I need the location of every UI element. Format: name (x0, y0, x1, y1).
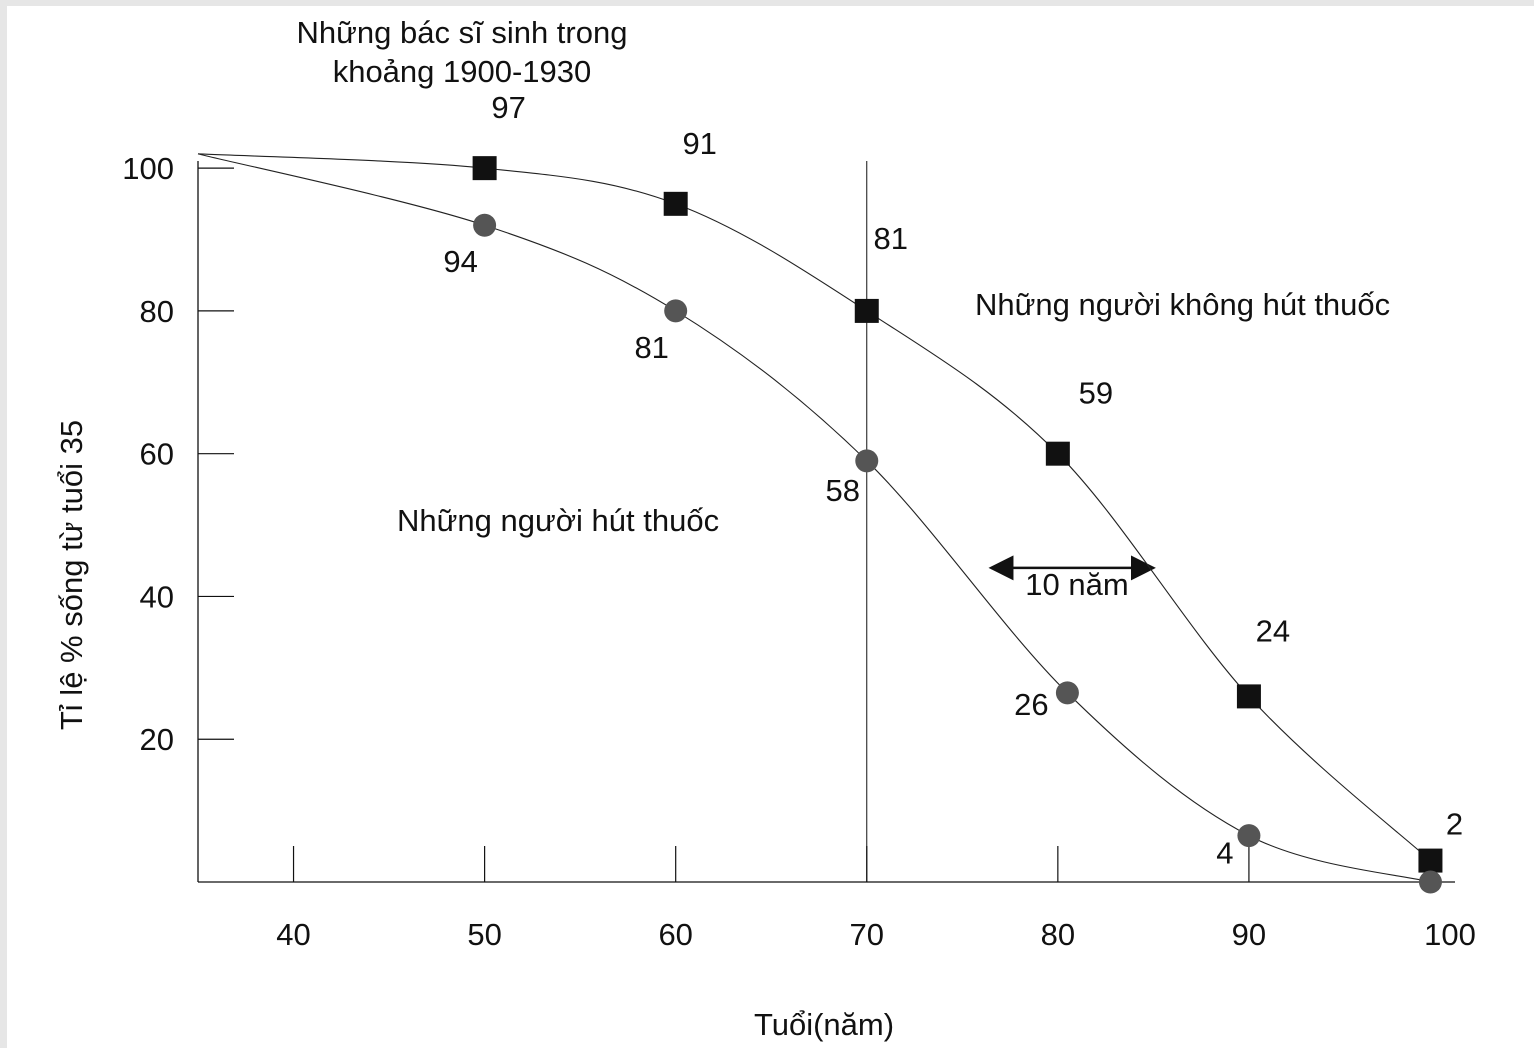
nonsmoker-value-label-3: 59 (1079, 376, 1113, 411)
smoker-value-label-3: 26 (1014, 687, 1048, 722)
nonsmoker-point-4 (1236, 684, 1261, 709)
x-tick-label-80: 80 (1041, 917, 1075, 952)
x-axis-label: Tuổi(năm) (754, 1007, 894, 1042)
x-tick-label-90: 90 (1232, 917, 1266, 952)
series-label-nonsmokers: Những người không hút thuốc (975, 287, 1390, 322)
nonsmoker-value-label-0: 97 (491, 90, 525, 125)
series-curves (197, 153, 1431, 883)
smoker-value-label-1: 81 (634, 330, 668, 365)
chart-title-line-2: khoảng 1900-1930 (333, 54, 592, 89)
survival-chart: Những bác sĩ sinh trong khoảng 1900-1930… (54, 15, 1476, 1042)
data-markers: 97 91 81 59 24 2 94 81 58 26 4 (443, 90, 1463, 894)
nonsmoker-point-2 (854, 298, 879, 323)
y-tick-label-20: 20 (140, 722, 174, 757)
nonsmoker-point-1 (663, 191, 688, 216)
smoker-point-3 (1055, 681, 1079, 705)
smoker-point-4 (1237, 824, 1261, 848)
nonsmoker-point-3 (1045, 441, 1070, 466)
chart-title-line-1: Những bác sĩ sinh trong (297, 15, 628, 50)
nonsmoker-value-label-4: 24 (1256, 613, 1290, 648)
nonsmoker-value-label-1: 91 (682, 126, 716, 161)
nonsmoker-value-label-2: 81 (874, 221, 908, 256)
arrow-label: 10 năm (1025, 567, 1128, 602)
smoker-point-1 (664, 299, 688, 323)
y-tick-label-40: 40 (140, 579, 174, 614)
x-tick-label-100: 100 (1424, 917, 1476, 952)
smoker-point-2 (855, 449, 879, 473)
smoker-value-label-4: 4 (1216, 836, 1233, 871)
smoker-value-label-2: 58 (826, 473, 860, 508)
nonsmoker-point-5 (1418, 848, 1443, 873)
y-tick-label-80: 80 (140, 294, 174, 329)
y-tick-label-60: 60 (140, 437, 174, 472)
smoker-point-0 (473, 213, 497, 237)
nonsmoker-value-label-5: 2 (1446, 807, 1463, 842)
x-tick-label-50: 50 (467, 917, 501, 952)
x-tick-label-40: 40 (276, 917, 310, 952)
x-tick-label-60: 60 (658, 917, 692, 952)
chart-frame: Những bác sĩ sinh trong khoảng 1900-1930… (7, 6, 1534, 1048)
x-tick-label-70: 70 (850, 917, 884, 952)
y-axis-label: Tỉ lệ % sống từ tuổi 35 (54, 420, 89, 730)
axes: 20 40 60 80 100 40 50 60 70 80 90 100 (122, 151, 1476, 952)
series-line-nonsmokers (197, 153, 1431, 861)
y-tick-label-100: 100 (122, 151, 174, 186)
smoker-value-label-0: 94 (443, 244, 477, 279)
nonsmoker-point-0 (472, 156, 497, 181)
series-label-smokers: Những người hút thuốc (397, 503, 719, 538)
smoker-point-5 (1418, 870, 1442, 894)
series-line-smokers (197, 153, 1431, 883)
